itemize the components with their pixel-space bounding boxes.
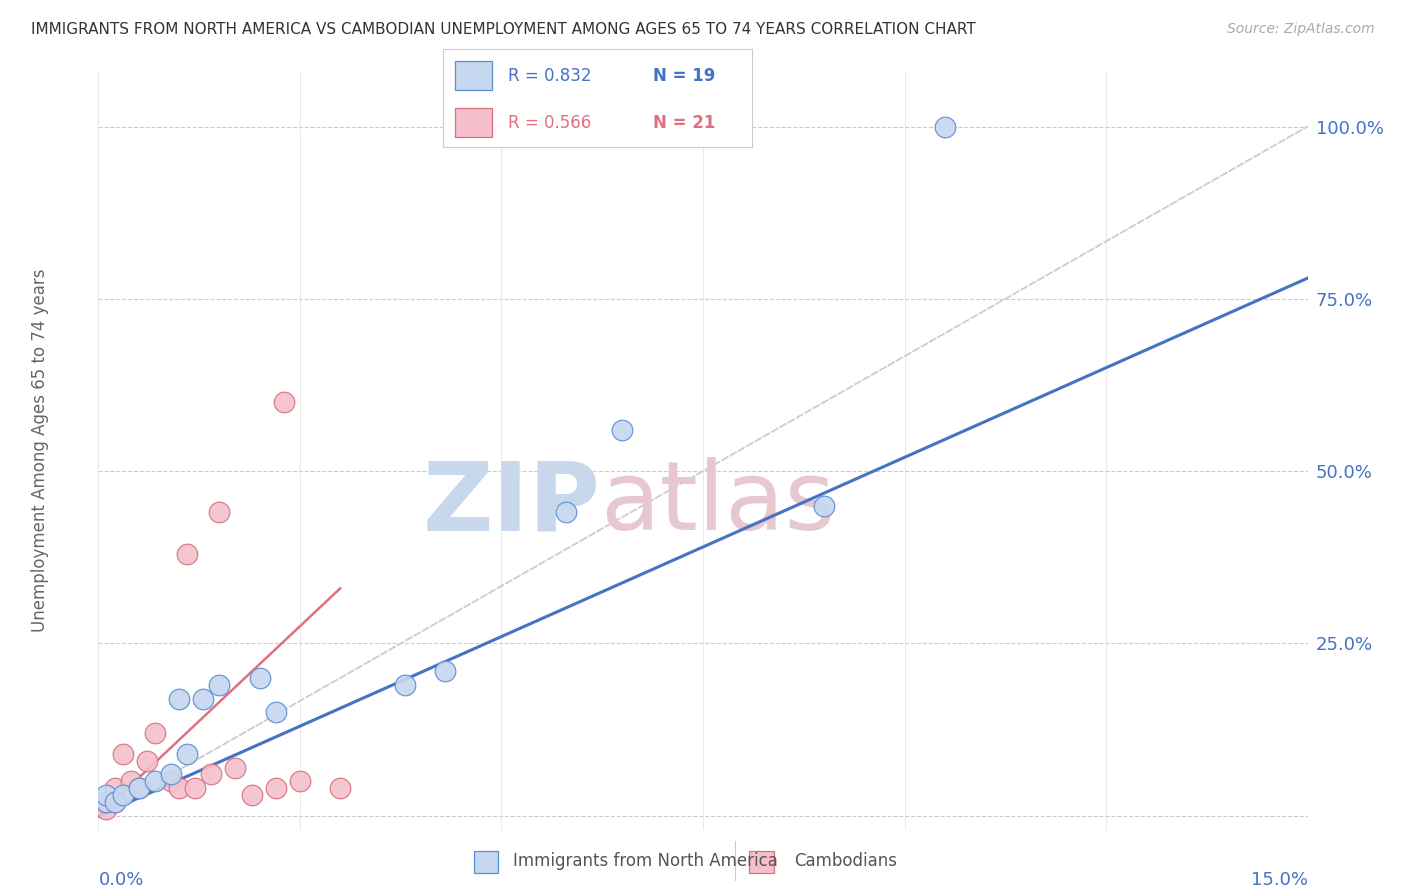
Point — [103, 781, 125, 796]
Text: 0.0%: 0.0% — [98, 871, 143, 889]
Text: N = 19: N = 19 — [654, 67, 716, 85]
Point — [96, 795, 118, 809]
Point — [813, 499, 835, 513]
FancyBboxPatch shape — [474, 851, 499, 873]
Text: Unemployment Among Ages 65 to 74 years: Unemployment Among Ages 65 to 74 years — [31, 268, 49, 632]
Point — [240, 788, 263, 802]
Point — [224, 760, 246, 774]
FancyBboxPatch shape — [749, 851, 773, 873]
Text: IMMIGRANTS FROM NORTH AMERICA VS CAMBODIAN UNEMPLOYMENT AMONG AGES 65 TO 74 YEAR: IMMIGRANTS FROM NORTH AMERICA VS CAMBODI… — [31, 22, 976, 37]
Point — [176, 747, 198, 761]
Point — [111, 747, 134, 761]
FancyBboxPatch shape — [456, 108, 492, 137]
Point — [208, 506, 231, 520]
Point — [176, 547, 198, 561]
Point — [264, 781, 287, 796]
Point — [208, 678, 231, 692]
Point — [934, 120, 956, 134]
Point — [264, 706, 287, 720]
Point — [273, 395, 295, 409]
Text: 15.0%: 15.0% — [1250, 871, 1308, 889]
Point — [160, 767, 183, 781]
Text: Source: ZipAtlas.com: Source: ZipAtlas.com — [1227, 22, 1375, 37]
Point — [394, 678, 416, 692]
Point — [128, 781, 150, 796]
Text: N = 21: N = 21 — [654, 113, 716, 132]
Point — [193, 691, 215, 706]
Point — [103, 795, 125, 809]
Point — [249, 671, 271, 685]
Point — [184, 781, 207, 796]
FancyBboxPatch shape — [456, 61, 492, 90]
Point — [103, 795, 125, 809]
Point — [96, 802, 118, 816]
Text: Cambodians: Cambodians — [793, 852, 897, 871]
Text: R = 0.832: R = 0.832 — [508, 67, 592, 85]
Point — [167, 781, 190, 796]
Point — [167, 691, 190, 706]
Point — [612, 423, 634, 437]
Point — [288, 774, 311, 789]
Point — [120, 774, 142, 789]
Point — [128, 781, 150, 796]
Point — [111, 788, 134, 802]
Point — [555, 506, 578, 520]
Text: ZIP: ZIP — [422, 457, 600, 550]
Point — [96, 788, 118, 802]
Point — [96, 795, 118, 809]
Point — [434, 664, 457, 678]
Text: atlas: atlas — [600, 457, 835, 550]
Point — [143, 774, 166, 789]
Point — [160, 774, 183, 789]
Point — [329, 781, 352, 796]
Point — [135, 754, 157, 768]
Point — [143, 726, 166, 740]
Text: R = 0.566: R = 0.566 — [508, 113, 591, 132]
Text: Immigrants from North America: Immigrants from North America — [513, 852, 778, 871]
Point — [200, 767, 222, 781]
